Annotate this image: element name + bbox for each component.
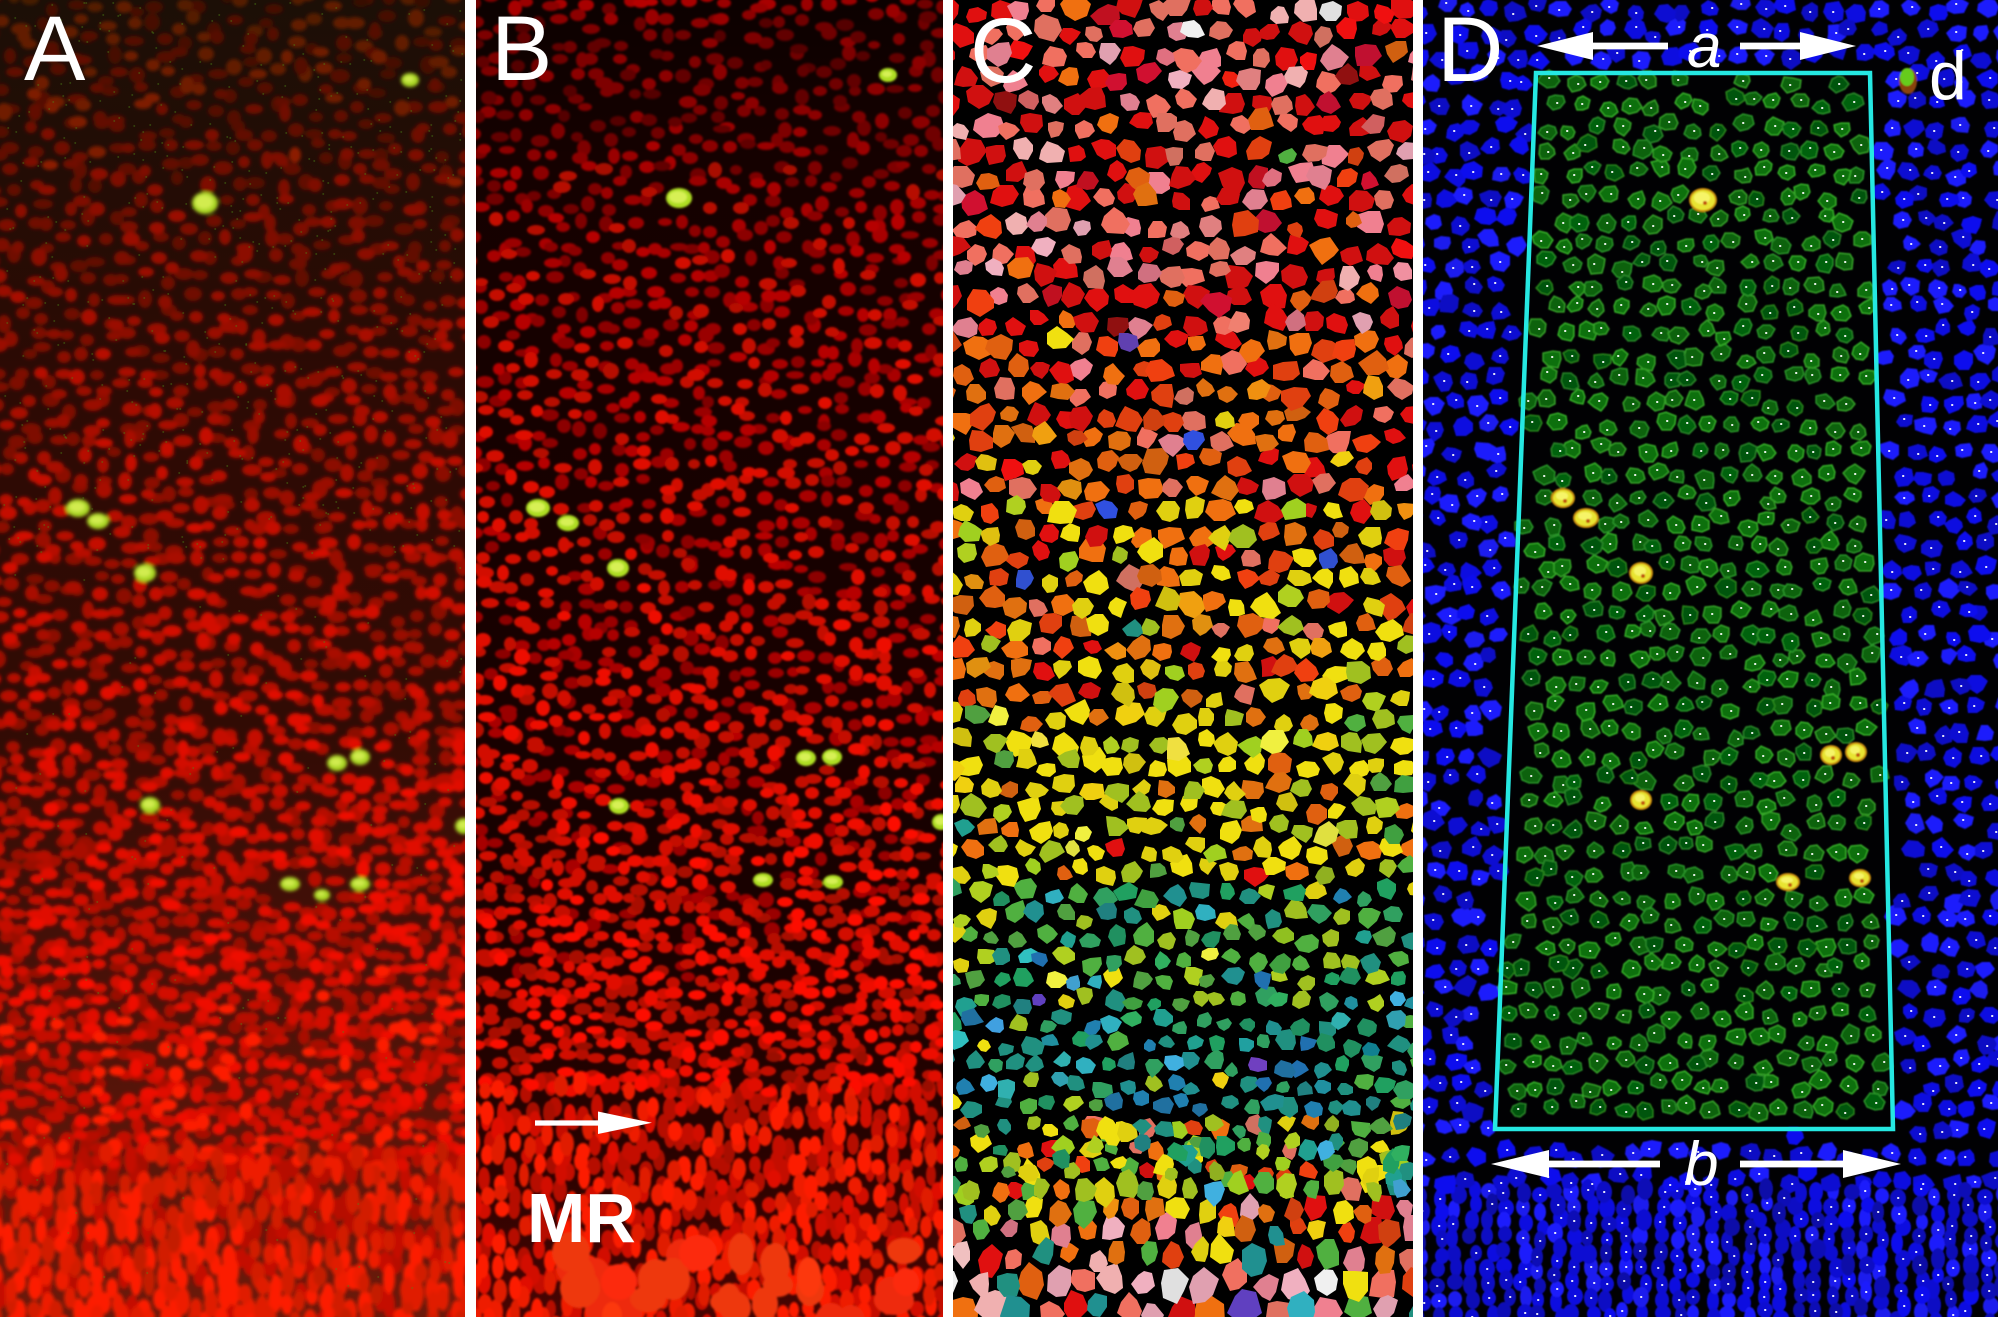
svg-text:A: A (24, 0, 86, 100)
svg-text:B: B (491, 0, 552, 100)
svg-text:C: C (970, 0, 1036, 102)
svg-text:MR: MR (527, 1179, 636, 1257)
